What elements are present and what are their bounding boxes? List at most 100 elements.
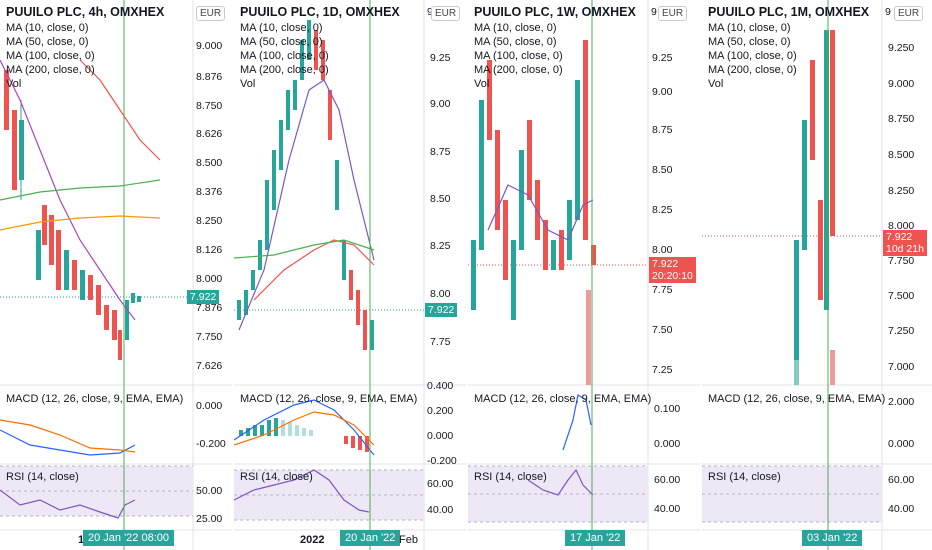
macd-tick: 0.000 [427,430,454,442]
chart-title: PUUILO PLC, 1D, OMXHEX [240,5,400,19]
crosshair-date-tag: 03 Jan '22 [802,530,863,546]
crosshair-date-tag: 17 Jan '22 [565,530,626,546]
ma-10-label[interactable]: MA (10, close, 0) [708,22,791,34]
ma-100-label[interactable]: MA (100, close, 0) [6,50,95,62]
volume-label[interactable]: Vol [474,78,490,90]
price-tick: 9 [427,6,433,18]
x-axis-label: 1 [78,534,85,546]
ma-200-label[interactable]: MA (200, close, 0) [474,64,563,76]
price-tick: 9.00 [430,98,451,110]
price-tick: 9.25 [652,52,673,64]
rsi-tick: 40.00 [888,503,915,515]
rsi-tick: 60.00 [888,474,915,486]
price-tick: 8.50 [652,164,673,176]
price-tick: 7.000 [888,361,915,373]
bar-countdown: 10d 21h [886,243,924,255]
price-tick: 9 [651,6,657,18]
ma-100-label[interactable]: MA (100, close, 0) [708,50,797,62]
price-tick: 9.25 [430,52,451,64]
candles [794,30,835,360]
chart-panel-4h[interactable]: PUUILO PLC, 4h, OMXHEX MA (10, close, 0)… [0,0,232,550]
currency-button[interactable]: EUR [431,6,461,21]
rsi-label[interactable]: RSI (14, close) [474,471,547,483]
rsi-tick: 60.00 [427,478,454,490]
macd-tick: -0.200 [427,455,457,467]
volume-label[interactable]: Vol [240,78,256,90]
price-tick: 7.25 [652,364,673,376]
last-price-tag: 7.922 [425,303,458,317]
ma-10-label[interactable]: MA (10, close, 0) [6,22,89,34]
price-tick: 8.500 [196,157,223,169]
ma-50-label[interactable]: MA (50, close, 0) [6,36,89,48]
chart-title: PUUILO PLC, 1M, OMXHEX [708,5,870,19]
price-tick: 7.50 [652,324,673,336]
ma-50-label[interactable]: MA (50, close, 0) [708,36,791,48]
price-tick: 8.000 [888,220,915,232]
price-chart-canvas[interactable] [702,0,932,550]
price-tick: 8.250 [196,215,223,227]
price-tick: 9.250 [888,42,915,54]
macd-tick: 0.000 [888,438,915,450]
price-tick: 7.500 [888,290,915,302]
ma-200-label[interactable]: MA (200, close, 0) [708,64,797,76]
volume-label[interactable]: Vol [6,78,22,90]
crosshair-date-tag: 20 Jan '22 08:00 [83,530,175,546]
macd-tick: -0.200 [196,438,226,450]
price-tick: 8.000 [196,273,223,285]
price-tick: 8.126 [196,244,223,256]
price-tick: 8.75 [652,124,673,136]
price-tick: 8.626 [196,128,223,140]
price-chart-canvas[interactable] [468,0,700,550]
ma-50-label[interactable]: MA (50, close, 0) [474,36,557,48]
rsi-tick: 40.00 [427,504,454,516]
macd-label[interactable]: MACD (12, 26, close, 9, EMA, EMA) [240,393,418,405]
price-tick: 7.75 [652,284,673,296]
ma-200-label[interactable]: MA (200, close, 0) [240,64,329,76]
ma-10-label[interactable]: MA (10, close, 0) [240,22,323,34]
macd-label[interactable]: MACD (12, 26, close, 9, EMA, EMA) [708,393,886,405]
currency-button[interactable]: EUR [658,6,688,21]
volume-label[interactable]: Vol [708,78,724,90]
rsi-label[interactable]: RSI (14, close) [708,471,781,483]
price-tick: 7.750 [196,331,223,343]
last-price-tag: 7.922 10d 21h [883,230,927,256]
price-tick: 7.750 [888,255,915,267]
bar-countdown: 20:20:10 [652,270,693,282]
rsi-tick: 60.00 [654,474,681,486]
price-tick: 8.750 [888,113,915,125]
price-tick: 8.50 [430,193,451,205]
ma-50-label[interactable]: MA (50, close, 0) [240,36,323,48]
price-tick: 8.876 [196,71,223,83]
price-chart-canvas[interactable] [234,0,466,550]
price-tick: 8.376 [196,186,223,198]
ma-100-label[interactable]: MA (100, close, 0) [474,50,563,62]
currency-button[interactable]: EUR [894,6,924,21]
price-chart-canvas[interactable] [0,0,232,550]
chart-panel-1d[interactable]: PUUILO PLC, 1D, OMXHEX MA (10, close, 0)… [234,0,466,550]
price-tick: 9 [885,6,891,18]
currency-button[interactable]: EUR [196,6,226,21]
chart-title: PUUILO PLC, 4h, OMXHEX [6,5,165,19]
rsi-tick: 50.00 [196,485,223,497]
chart-panel-1w[interactable]: PUUILO PLC, 1W, OMXHEX MA (10, close, 0)… [468,0,700,550]
rsi-label[interactable]: RSI (14, close) [240,471,313,483]
macd-tick: 0.000 [196,400,223,412]
x-axis-label: Feb [399,534,418,546]
last-price-tag: 7.922 [187,290,220,304]
price-tick: 7.626 [196,360,223,372]
ma-10-label[interactable]: MA (10, close, 0) [474,22,557,34]
macd-histogram [239,418,369,452]
macd-label[interactable]: MACD (12, 26, close, 9, EMA, EMA) [474,393,652,405]
price-tick: 8.25 [430,240,451,252]
price-tick: 7.75 [430,336,451,348]
ma-200-label[interactable]: MA (200, close, 0) [6,64,95,76]
price-tick: 8.250 [888,185,915,197]
last-price-value: 7.922 [652,258,679,270]
macd-tick: 0.400 [427,380,454,392]
rsi-label[interactable]: RSI (14, close) [6,471,79,483]
price-tick: 8.750 [196,100,223,112]
macd-label[interactable]: MACD (12, 26, close, 9, EMA, EMA) [6,393,184,405]
price-tick: 8.500 [888,149,915,161]
chart-panel-1m[interactable]: PUUILO PLC, 1M, OMXHEX MA (10, close, 0)… [702,0,932,550]
ma-100-label[interactable]: MA (100, close, 0) [240,50,329,62]
